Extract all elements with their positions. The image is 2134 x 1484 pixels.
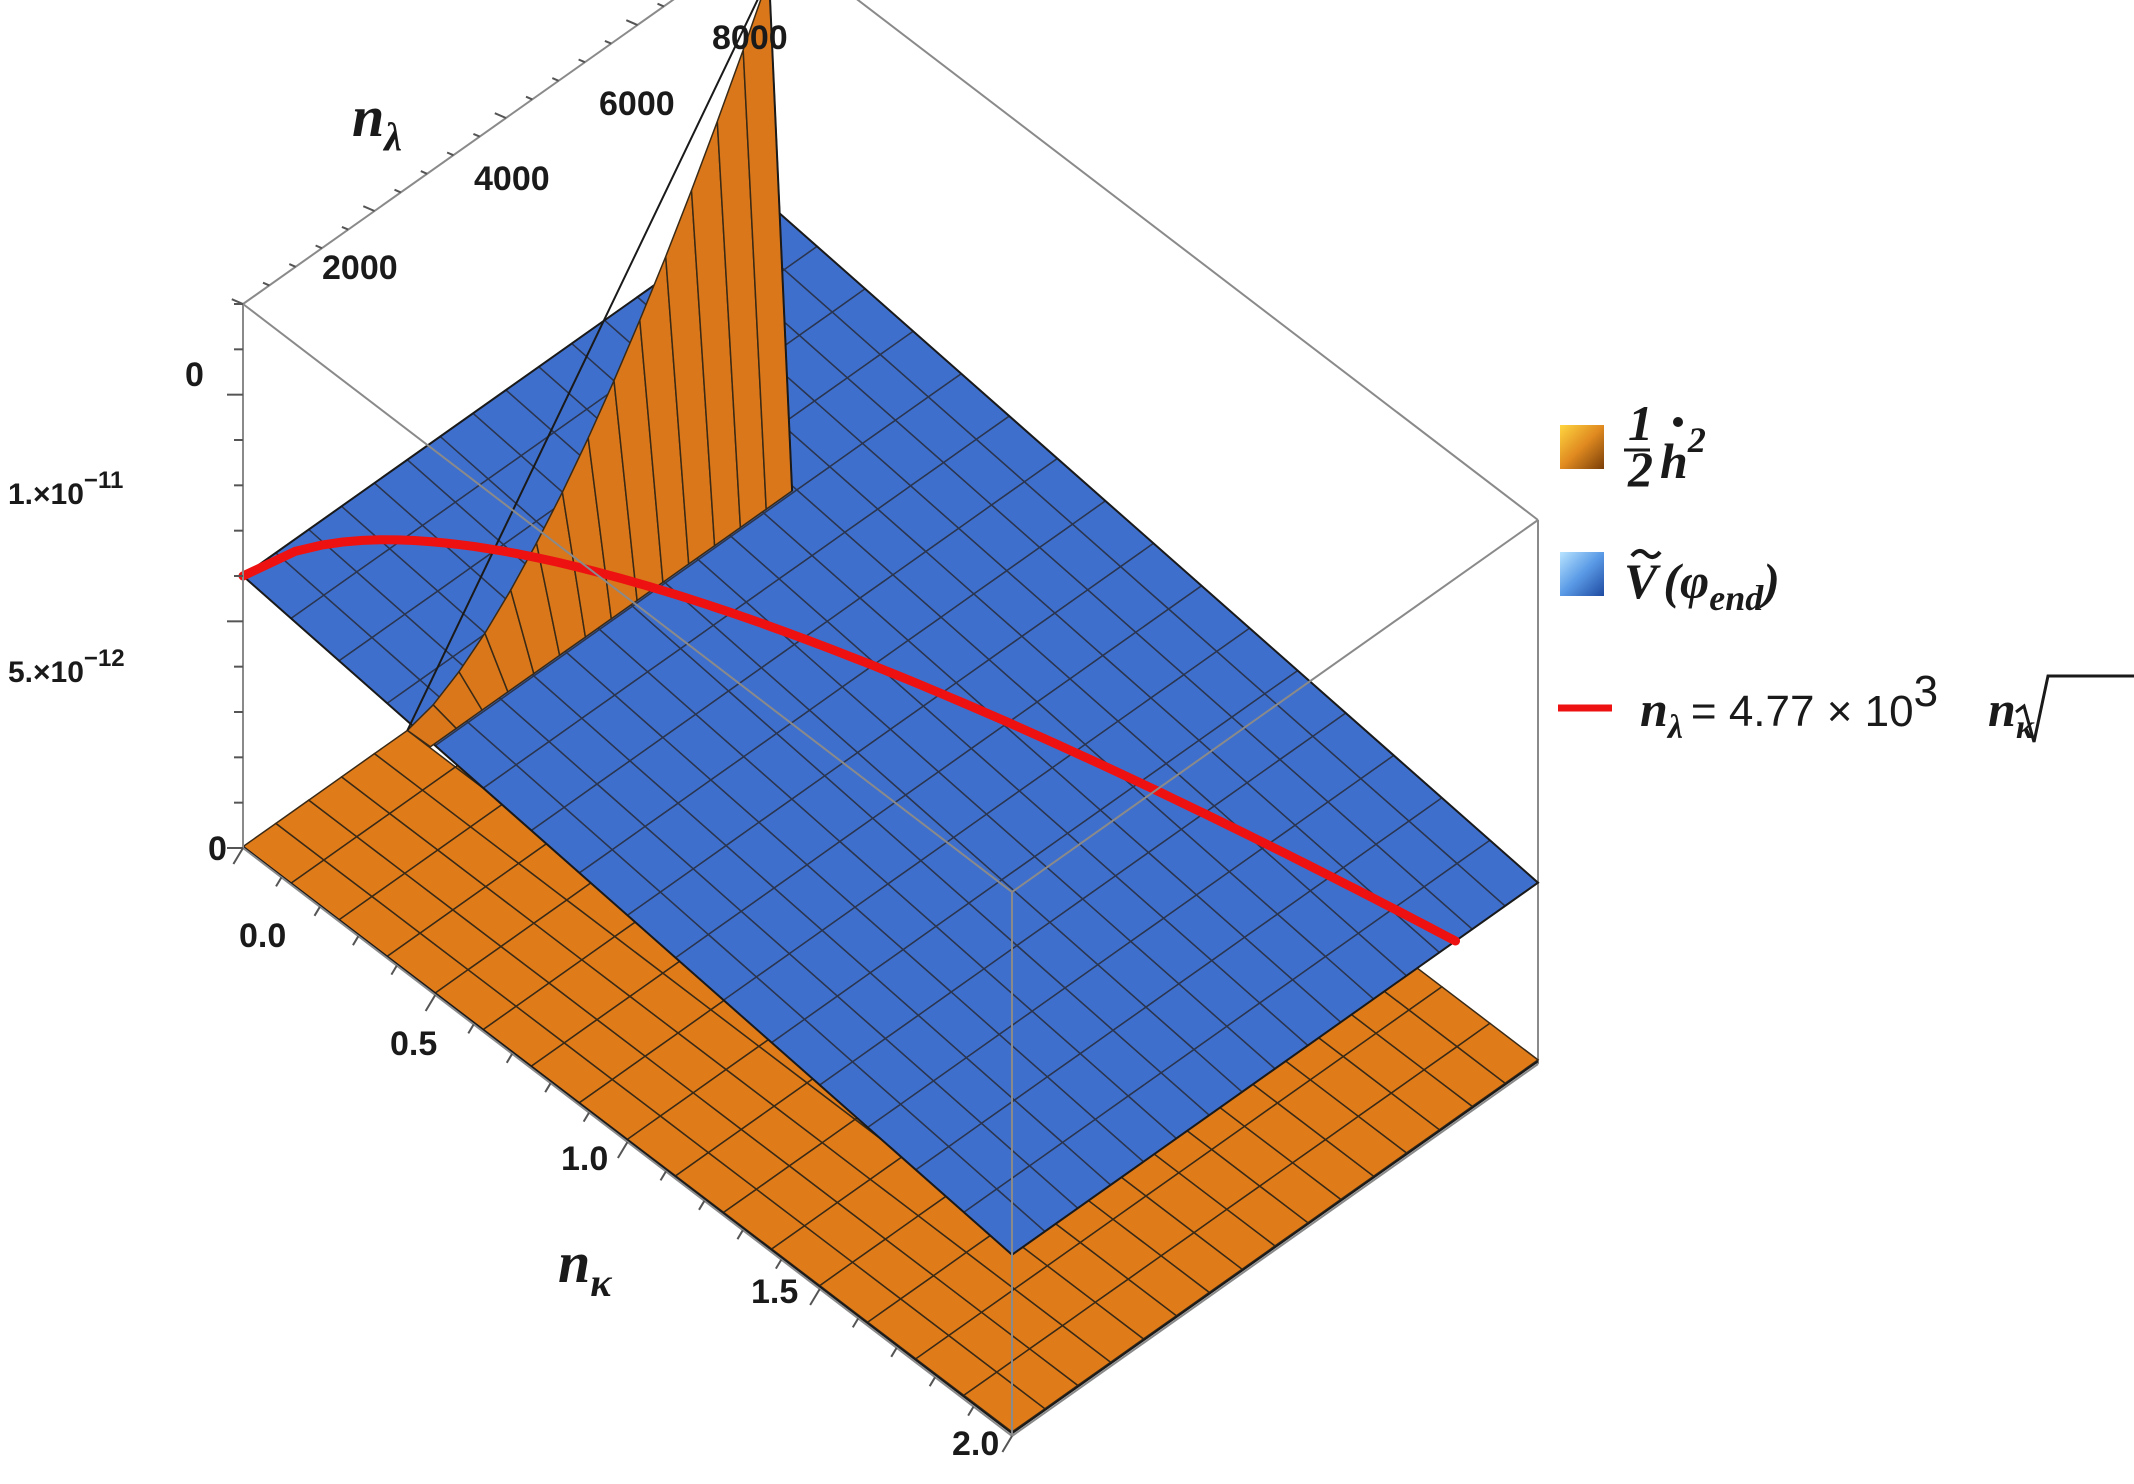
y-tick (288, 263, 296, 268)
y-tick (604, 39, 612, 45)
legend: 1 2 h2 V (φend) nλ = 4.77 × 103 nκ (1558, 395, 2134, 746)
y-tick (473, 132, 481, 138)
y-tick (494, 112, 507, 119)
x-tick (1001, 1435, 1013, 1453)
x-tick (352, 935, 360, 946)
x-tick (967, 1406, 975, 1417)
x-tick (424, 994, 437, 1012)
z-tick-label: 1.×10−11 (8, 467, 123, 511)
legend-item-kinetic: 1 2 h2 (1560, 395, 1706, 497)
legend-fraction-num: 1 (1628, 395, 1653, 451)
x-tick (232, 847, 244, 865)
z-tick-label: 0 (208, 830, 227, 868)
constraint-curve (238, 535, 1460, 946)
legend-tilde-icon (1630, 549, 1662, 559)
x-tick (851, 1317, 860, 1328)
x-tick (736, 1229, 744, 1240)
x-tick (582, 1112, 590, 1123)
y-axis-label: nλ (352, 84, 402, 159)
x-tick (544, 1082, 552, 1093)
potential-surface (241, 202, 1540, 1256)
x-tick (659, 1170, 667, 1181)
x-tick (390, 965, 398, 976)
legend-swatch-orange (1560, 425, 1604, 469)
x-tick (617, 1141, 629, 1159)
y-tick (525, 95, 533, 101)
box-edge (1011, 1063, 1539, 1437)
axis-ticks (227, 2, 1013, 1453)
legend-label-potential: V (φend) (1624, 553, 1780, 618)
x-tick (505, 1053, 514, 1064)
x-tick-label: 1.0 (561, 1140, 608, 1178)
legend-item-potential: V (φend) (1560, 549, 1780, 618)
y-tick-label: 6000 (599, 85, 675, 123)
legend-label-curve: nλ = 4.77 × 103 nκ (1640, 667, 2035, 746)
y-tick (341, 225, 349, 231)
potential-surface-outline (241, 202, 1540, 1256)
y-tick (315, 244, 323, 250)
x-tick-label: 2.0 (952, 1425, 999, 1463)
y-tick (551, 77, 559, 82)
legend-label-kinetic: h2 (1660, 420, 1706, 489)
y-tick-label: 2000 (322, 249, 398, 287)
x-tick (313, 906, 321, 917)
x-tick (775, 1259, 783, 1270)
z-tick-label: 5.×10−12 (8, 645, 125, 689)
y-tick-label: 8000 (712, 19, 788, 57)
x-tick-label: 0.5 (390, 1025, 437, 1063)
x-tick (809, 1288, 821, 1306)
legend-dot-icon (1673, 417, 1683, 427)
y-tick (578, 58, 586, 64)
x-tick (928, 1376, 936, 1387)
y-tick (420, 170, 428, 175)
legend-item-curve: nλ = 4.77 × 103 nκ (1558, 667, 2134, 746)
x-axis-label: nκ (558, 1230, 612, 1305)
box-edge (1011, 519, 1539, 893)
constraint-curve-line (238, 535, 1460, 946)
y-tick (394, 188, 402, 194)
legend-fraction-den: 2 (1627, 441, 1653, 497)
kinetic-wall-edge (406, 0, 794, 731)
legend-swatch-blue (1560, 552, 1604, 596)
y-tick-label: 0 (185, 356, 204, 394)
legend-sqrt-icon (2015, 674, 2134, 743)
x-tick (275, 876, 283, 887)
x-tick (890, 1347, 898, 1358)
box-edge (856, 0, 1539, 521)
x-tick-label: 1.5 (751, 1273, 798, 1311)
y-tick (362, 205, 375, 212)
bounding-box-front (242, 303, 1539, 1437)
box-edge (242, 303, 1013, 893)
y-tick (446, 151, 454, 157)
y-tick-label: 4000 (474, 160, 550, 198)
x-tick (698, 1200, 706, 1211)
kinetic-surface-cell (1455, 1022, 1540, 1085)
x-tick-label: 0.0 (239, 917, 286, 955)
x-tick (467, 1023, 475, 1034)
y-tick (625, 19, 638, 26)
kinetic-surface-wall (406, 0, 794, 748)
y-tick (657, 2, 665, 8)
y-tick (262, 281, 270, 287)
